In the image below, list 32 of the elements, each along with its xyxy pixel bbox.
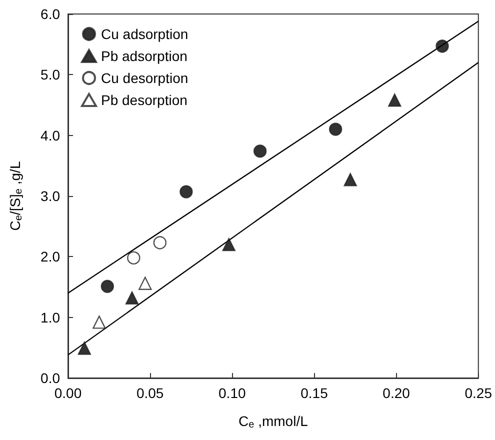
point — [125, 291, 139, 305]
legend-label: Cu adsorption — [101, 26, 188, 42]
y-tick-label: 5.0 — [40, 66, 60, 83]
legend-label: Pb adsorption — [101, 48, 188, 64]
point — [180, 185, 193, 198]
point — [153, 236, 167, 250]
x-tick-label: 0.00 — [54, 385, 82, 401]
y-axis-title: Ce/[S]e ,g/L — [7, 161, 24, 231]
y-tick-label: 1.0 — [40, 309, 60, 326]
y-tick-label: 3.0 — [40, 188, 60, 204]
legend-label: Cu desorption — [101, 70, 188, 86]
point — [328, 122, 342, 136]
point — [100, 280, 114, 293]
y-tick-label: 2.0 — [40, 248, 60, 265]
x-tick-label: 0.10 — [218, 385, 246, 401]
x-tick-label: 0.25 — [464, 385, 492, 401]
y-tick-label: 6.0 — [40, 6, 60, 22]
point — [344, 173, 357, 186]
point — [92, 316, 106, 329]
x-tick-label: 0.15 — [300, 385, 328, 401]
x-tick-label: 0.20 — [382, 385, 410, 401]
point — [253, 144, 267, 158]
point — [78, 342, 92, 355]
point — [222, 238, 236, 252]
point — [436, 40, 449, 53]
y-tick-label: 4.0 — [40, 127, 60, 144]
point — [388, 94, 402, 107]
legend-label: Pb desorption — [101, 92, 188, 108]
point — [138, 276, 152, 290]
y-tick-label: 0.0 — [40, 370, 60, 386]
point — [127, 251, 140, 264]
x-tick-label: 0.05 — [136, 385, 164, 401]
